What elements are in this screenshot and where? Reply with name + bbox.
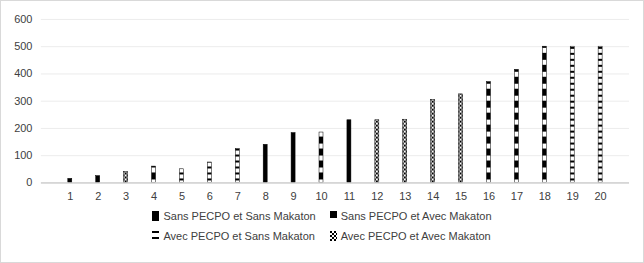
svg-text:3: 3 — [123, 190, 129, 202]
svg-text:600: 600 — [14, 13, 32, 25]
svg-text:7: 7 — [235, 190, 241, 202]
svg-text:20: 20 — [595, 190, 607, 202]
svg-text:17: 17 — [511, 190, 523, 202]
svg-text:0: 0 — [26, 176, 32, 188]
svg-text:300: 300 — [14, 95, 32, 107]
svg-text:13: 13 — [399, 190, 411, 202]
svg-text:19: 19 — [567, 190, 579, 202]
svg-text:11: 11 — [344, 190, 355, 202]
svg-text:15: 15 — [455, 190, 467, 202]
html-text:Sans PECPO et Sans Makaton: Sans PECPO et Sans Makaton — [163, 210, 316, 223]
html-text:Sans PECPO et Avec Makaton: Sans PECPO et Avec Makaton — [340, 210, 492, 223]
svg-text:5: 5 — [179, 190, 185, 202]
svg-text:14: 14 — [427, 190, 439, 202]
html-text:Avec PECPO et Avec Makaton: Avec PECPO et Avec Makaton — [340, 230, 491, 243]
svg-text:16: 16 — [483, 190, 495, 202]
svg-text:500: 500 — [14, 40, 32, 52]
svg-text:9: 9 — [291, 190, 297, 202]
svg-text:100: 100 — [14, 149, 32, 161]
svg-text:10: 10 — [315, 190, 327, 202]
svg-text:1: 1 — [67, 190, 73, 202]
svg-text:12: 12 — [371, 190, 383, 202]
html-text:Avec PECPO et Sans Makaton: Avec PECPO et Sans Makaton — [163, 230, 315, 243]
svg-text:2: 2 — [95, 190, 101, 202]
svg-text:4: 4 — [151, 190, 157, 202]
svg-text:6: 6 — [207, 190, 213, 202]
svg-text:400: 400 — [14, 67, 32, 79]
svg-text:8: 8 — [263, 190, 269, 202]
svg-text:18: 18 — [539, 190, 551, 202]
svg-text:200: 200 — [14, 122, 32, 134]
